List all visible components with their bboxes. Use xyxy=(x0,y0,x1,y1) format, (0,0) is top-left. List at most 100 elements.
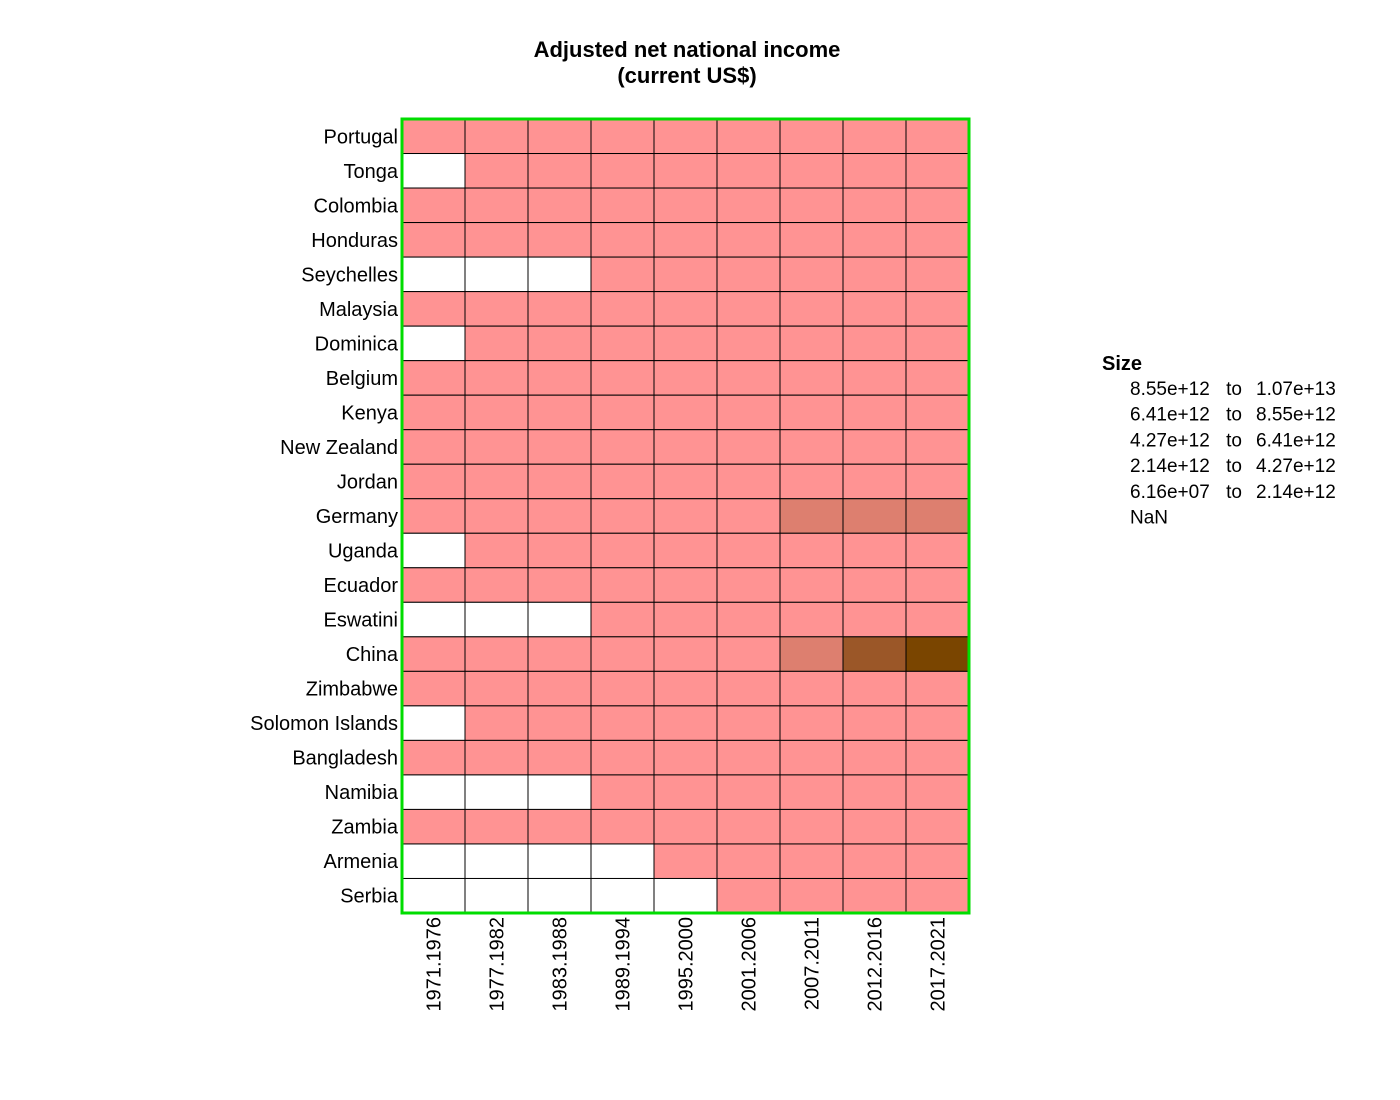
heatmap-cell xyxy=(842,843,907,879)
heatmap-cell xyxy=(401,739,466,776)
x-tick-label: 1989.1994 xyxy=(613,917,635,1012)
heatmap-cell xyxy=(653,532,718,569)
heatmap-cell xyxy=(464,498,529,534)
heatmap-cell xyxy=(527,153,592,189)
x-tick-label: 1977.1982 xyxy=(487,917,509,1012)
heatmap-cell xyxy=(401,567,466,603)
legend-entry-to: 2.14e+12 xyxy=(1256,482,1336,503)
heatmap-cell xyxy=(842,808,907,845)
x-tick-label: 2012.2016 xyxy=(865,917,887,1012)
x-tick-label: 1995.2000 xyxy=(676,917,698,1012)
heatmap-cell xyxy=(653,705,718,741)
heatmap-cell xyxy=(716,256,781,293)
heatmap-cell xyxy=(590,877,655,914)
heatmap-cell xyxy=(653,774,718,810)
heatmap-cell xyxy=(779,567,844,603)
heatmap-cell xyxy=(590,498,655,534)
heatmap-cells xyxy=(401,118,970,914)
heatmap-cell xyxy=(590,291,655,327)
heatmap-cell xyxy=(716,670,781,707)
chart-title: Adjusted net national income(current US$… xyxy=(534,37,841,88)
heatmap-cell xyxy=(401,532,466,569)
heatmap-cell xyxy=(590,567,655,603)
heatmap-cell xyxy=(401,670,466,707)
heatmap-cell xyxy=(716,601,781,638)
heatmap-cell xyxy=(464,429,529,465)
legend-entry-to: 4.27e+12 xyxy=(1256,456,1336,477)
heatmap-cell xyxy=(905,705,970,741)
heatmap-cell xyxy=(401,636,466,672)
heatmap-cell xyxy=(527,187,592,224)
heatmap-cell xyxy=(464,808,529,845)
heatmap-cell xyxy=(401,808,466,845)
heatmap-cell xyxy=(716,843,781,879)
y-tick-label: Germany xyxy=(316,506,398,528)
heatmap-cell xyxy=(779,463,844,500)
heatmap-cell xyxy=(527,705,592,741)
heatmap-cell xyxy=(653,808,718,845)
heatmap-cell xyxy=(401,187,466,224)
heatmap-cell xyxy=(527,567,592,603)
y-tick-label: Zambia xyxy=(331,817,399,839)
heatmap-cell xyxy=(653,463,718,500)
heatmap-cell xyxy=(401,394,466,431)
heatmap-cell xyxy=(464,153,529,189)
legend-entry-from: 2.14e+12 xyxy=(1130,456,1210,477)
heatmap-cell xyxy=(401,705,466,741)
heatmap-cell xyxy=(590,463,655,500)
y-tick-label: China xyxy=(346,644,399,666)
heatmap-cell xyxy=(464,394,529,431)
heatmap-cell xyxy=(527,291,592,327)
heatmap-cell xyxy=(527,394,592,431)
heatmap-cell xyxy=(590,256,655,293)
heatmap-cell xyxy=(905,808,970,845)
heatmap-cell xyxy=(779,601,844,638)
heatmap-cell xyxy=(779,153,844,189)
heatmap-cell xyxy=(716,325,781,362)
heatmap-cell xyxy=(590,670,655,707)
y-tick-label: Colombia xyxy=(314,195,399,217)
y-tick-label: Honduras xyxy=(311,230,398,252)
y-tick-label: Tonga xyxy=(344,161,399,183)
heatmap-cell xyxy=(653,636,718,672)
y-tick-label: Jordan xyxy=(337,471,398,493)
y-tick-label: Seychelles xyxy=(301,264,398,286)
y-axis-labels: Portugal Tonga Colombia Honduras Seychelles M… xyxy=(250,126,399,907)
heatmap-cell xyxy=(905,256,970,293)
heatmap-cell xyxy=(905,636,970,672)
heatmap-cell xyxy=(401,222,466,258)
heatmap-cell xyxy=(716,463,781,500)
heatmap-cell xyxy=(653,429,718,465)
heatmap-cell xyxy=(401,360,466,396)
heatmap-cell xyxy=(905,498,970,534)
y-tick-label: Dominica xyxy=(315,333,399,355)
heatmap-cell xyxy=(527,670,592,707)
heatmap-cell xyxy=(590,222,655,258)
y-tick-label: Belgium xyxy=(326,368,398,390)
heatmap-cell xyxy=(464,567,529,603)
heatmap-cell xyxy=(464,739,529,776)
heatmap-cell xyxy=(527,774,592,810)
heatmap-cell xyxy=(779,636,844,672)
heatmap-cell xyxy=(716,187,781,224)
heatmap-cell xyxy=(842,567,907,603)
heatmap-cell xyxy=(653,118,718,155)
heatmap-cell xyxy=(842,187,907,224)
heatmap-cell xyxy=(905,877,970,914)
y-tick-label: Serbia xyxy=(340,886,399,908)
heatmap-cell xyxy=(905,360,970,396)
heatmap-cell xyxy=(590,429,655,465)
heatmap-cell xyxy=(905,429,970,465)
heatmap-cell xyxy=(779,187,844,224)
heatmap-cell xyxy=(905,567,970,603)
heatmap-cell xyxy=(653,843,718,879)
y-tick-label: Uganda xyxy=(328,541,399,563)
y-tick-label: Zimbabwe xyxy=(306,679,398,701)
heatmap-cell xyxy=(653,670,718,707)
heatmap-cell xyxy=(779,877,844,914)
heatmap-cell xyxy=(653,222,718,258)
heatmap-cell xyxy=(401,153,466,189)
heatmap-cell xyxy=(905,774,970,810)
heatmap-cell xyxy=(653,877,718,914)
heatmap-cell xyxy=(464,532,529,569)
